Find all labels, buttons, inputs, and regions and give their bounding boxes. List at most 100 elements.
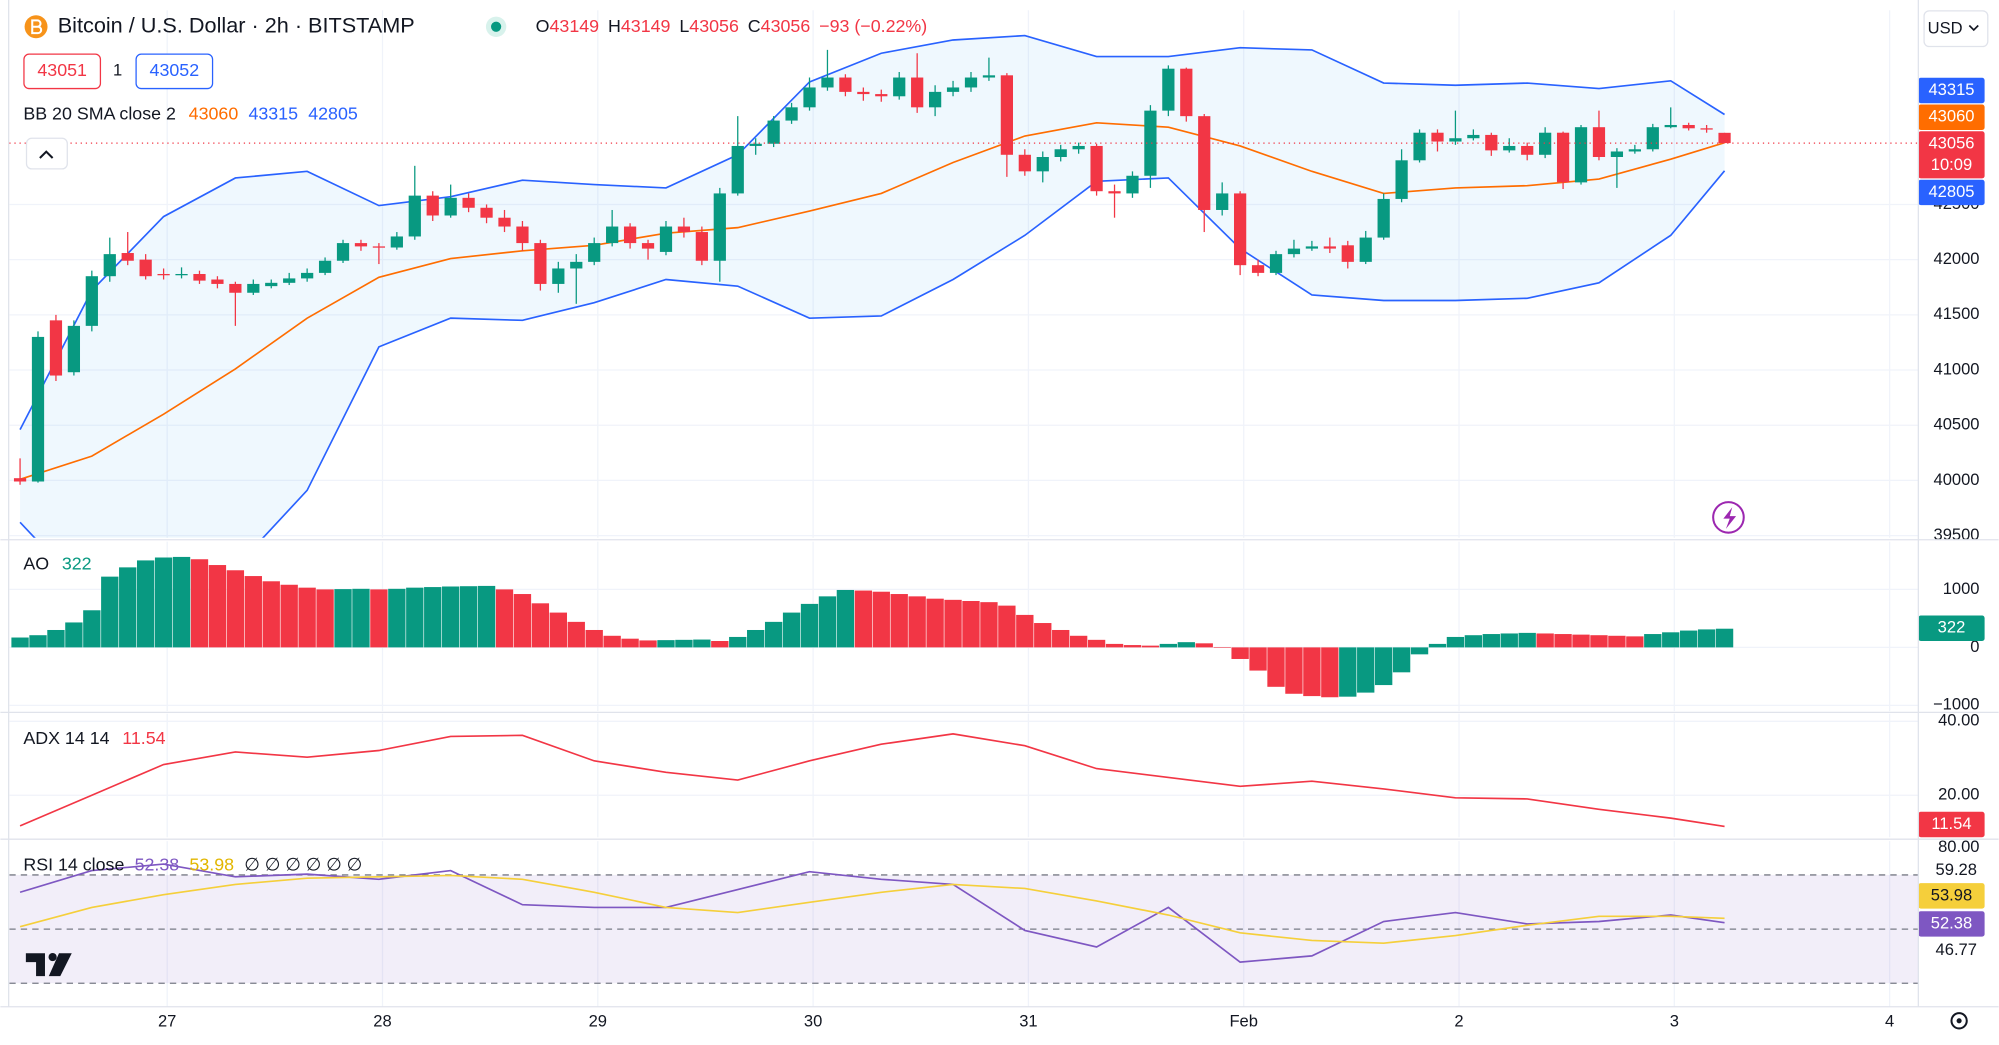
candle-body bbox=[1323, 246, 1336, 249]
candle-body bbox=[1000, 75, 1013, 155]
ao-label: AO bbox=[23, 553, 49, 573]
ao-bar bbox=[29, 635, 47, 648]
currency-button[interactable] bbox=[1923, 10, 1989, 48]
sell-button[interactable] bbox=[23, 53, 102, 90]
candle-body bbox=[588, 243, 601, 262]
ao-bar bbox=[567, 621, 585, 648]
ao-value: 322 bbox=[62, 553, 92, 573]
ao-bar bbox=[1572, 634, 1590, 648]
candle-body bbox=[1700, 128, 1713, 130]
candle-body bbox=[13, 478, 27, 482]
rsi-legend[interactable]: RSI 14 close 52.38 53.98 ∅ ∅ ∅ ∅ ∅ ∅ bbox=[23, 854, 362, 874]
ao-bar bbox=[1590, 635, 1608, 648]
candle-body bbox=[103, 254, 116, 277]
pane bbox=[9, 556, 1919, 707]
indicator-line bbox=[19, 733, 1725, 828]
candle-body bbox=[1377, 198, 1390, 238]
price-badge-label: 43060 bbox=[1928, 107, 1974, 126]
candle-body bbox=[911, 77, 924, 108]
sell-price: 43051 bbox=[37, 60, 87, 80]
ao-bar bbox=[334, 589, 352, 648]
candle-body bbox=[1395, 160, 1408, 199]
symbol-title[interactable]: Bitcoin / U.S. Dollar · 2h · BITSTAMP bbox=[58, 12, 415, 37]
rsi-label: RSI 14 close bbox=[23, 854, 124, 874]
settings-icon bbox=[1956, 1018, 1962, 1024]
candle-body bbox=[1359, 237, 1372, 262]
quantity[interactable]: 1 bbox=[113, 61, 122, 80]
buy-button[interactable] bbox=[135, 53, 214, 90]
ao-bar bbox=[1231, 647, 1249, 659]
pane bbox=[9, 863, 1919, 984]
ao-bar bbox=[1697, 629, 1716, 648]
candle-body bbox=[857, 91, 870, 95]
adx-legend[interactable]: ADX 14 14 11.54 bbox=[23, 728, 165, 748]
ao-bar bbox=[549, 612, 567, 648]
candle-body bbox=[1485, 134, 1498, 151]
candle-body bbox=[534, 243, 547, 284]
ao-bar bbox=[154, 557, 173, 648]
candle-body bbox=[1413, 132, 1426, 161]
ao-bar bbox=[980, 602, 998, 648]
ao-bar bbox=[926, 598, 944, 648]
ao-bar bbox=[1213, 647, 1231, 648]
band-fill bbox=[20, 35, 1725, 538]
rsi-ma-value: 53.98 bbox=[189, 854, 234, 874]
ao-legend[interactable]: AO 322 bbox=[23, 553, 91, 573]
ao-bar bbox=[1034, 623, 1052, 648]
ao-bar bbox=[298, 587, 316, 648]
bb-legend[interactable]: BB 20 SMA close 2 43060 43315 42805 bbox=[23, 103, 358, 123]
candle-body bbox=[1467, 134, 1480, 139]
ao-bar bbox=[657, 640, 675, 648]
candle-body bbox=[1556, 132, 1570, 183]
candle-body bbox=[211, 279, 224, 284]
ao-bar bbox=[693, 639, 711, 648]
scale-label: 59.28 bbox=[1936, 860, 1977, 879]
settings-button[interactable] bbox=[1950, 1012, 1968, 1030]
candle-body bbox=[354, 243, 368, 247]
candle-body bbox=[67, 325, 81, 373]
ao-bar bbox=[1267, 647, 1285, 687]
bitcoin-glyph bbox=[31, 19, 43, 35]
countdown: 10:09 bbox=[1931, 155, 1972, 174]
ohlc-label: C bbox=[748, 15, 761, 35]
candle-body bbox=[1592, 127, 1606, 157]
candle-body bbox=[49, 320, 63, 376]
candle-body bbox=[1521, 145, 1534, 155]
ao-bar bbox=[190, 559, 209, 648]
candle-body bbox=[175, 273, 188, 276]
pane bbox=[9, 720, 1919, 828]
adx-value: 11.54 bbox=[122, 728, 165, 748]
candle-body bbox=[1108, 191, 1121, 194]
market-status-dot bbox=[491, 21, 502, 32]
ohlc-value: 43149 bbox=[621, 15, 671, 35]
candle-body bbox=[318, 260, 332, 273]
ao-bar bbox=[1410, 647, 1429, 655]
price-badge-label: 322 bbox=[1938, 618, 1966, 637]
candle-body bbox=[193, 273, 206, 281]
price-badge bbox=[1918, 811, 1985, 838]
candle-body bbox=[1503, 145, 1516, 151]
candle-body bbox=[480, 207, 493, 218]
x-tick-label: Feb bbox=[1229, 1011, 1258, 1030]
ohlc-label: H bbox=[608, 15, 621, 35]
price-badge-label: 52.38 bbox=[1931, 913, 1972, 932]
ao-bar bbox=[1249, 647, 1267, 671]
candle-body bbox=[1090, 145, 1103, 192]
price-badge bbox=[1918, 131, 1985, 179]
y-tick-label: 40.00 bbox=[1938, 711, 1979, 730]
adx-label: ADX 14 14 bbox=[23, 728, 109, 748]
candle-body bbox=[1628, 149, 1641, 152]
ao-bar bbox=[1159, 643, 1178, 648]
candle-body bbox=[139, 259, 152, 277]
ao-bar bbox=[818, 596, 837, 648]
ao-bar bbox=[1680, 630, 1698, 648]
ao-bar bbox=[854, 590, 873, 648]
ao-bar bbox=[711, 641, 729, 648]
candle-body bbox=[767, 120, 780, 144]
candle-body bbox=[570, 261, 583, 269]
candle-body bbox=[1646, 127, 1659, 150]
x-tick-label: 4 bbox=[1885, 1011, 1894, 1030]
ohlc-value: 43056 bbox=[761, 15, 811, 35]
y-tick-label: 0 bbox=[1970, 637, 1979, 656]
ao-bar bbox=[1069, 635, 1088, 648]
